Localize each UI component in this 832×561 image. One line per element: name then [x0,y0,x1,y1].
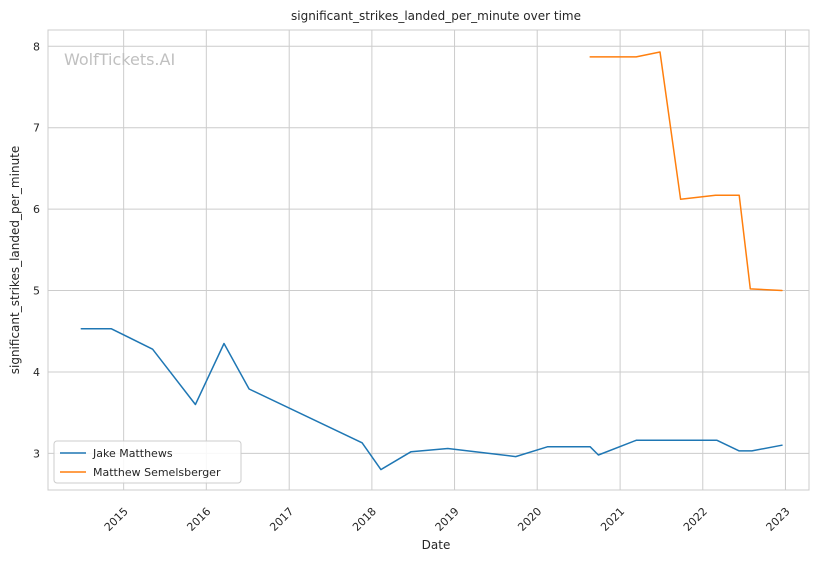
series-line-1 [589,51,783,292]
series-group [80,51,783,471]
legend-box [53,440,242,484]
plot-frame [47,29,810,491]
legend: Jake Matthews Matthew Semelsberger [53,440,242,484]
grid [48,30,809,490]
y-tick-label: 7 [33,122,40,135]
legend-label: Jake Matthews [92,447,173,460]
y-tick-label: 5 [33,285,40,298]
y-tick-label: 6 [33,203,40,216]
series-line-0 [80,328,783,471]
y-tick-label: 4 [33,366,40,379]
y-axis-title: significant_strikes_landed_per_minute [8,146,22,375]
watermark-text: WolfTickets.AI [64,50,175,69]
legend-label: Matthew Semelsberger [93,466,221,479]
x-axis-title: Date [422,538,451,552]
y-tick-label: 8 [33,40,40,53]
chart-title: significant_strikes_landed_per_minute ov… [291,9,581,23]
y-tick-label: 3 [33,447,40,460]
